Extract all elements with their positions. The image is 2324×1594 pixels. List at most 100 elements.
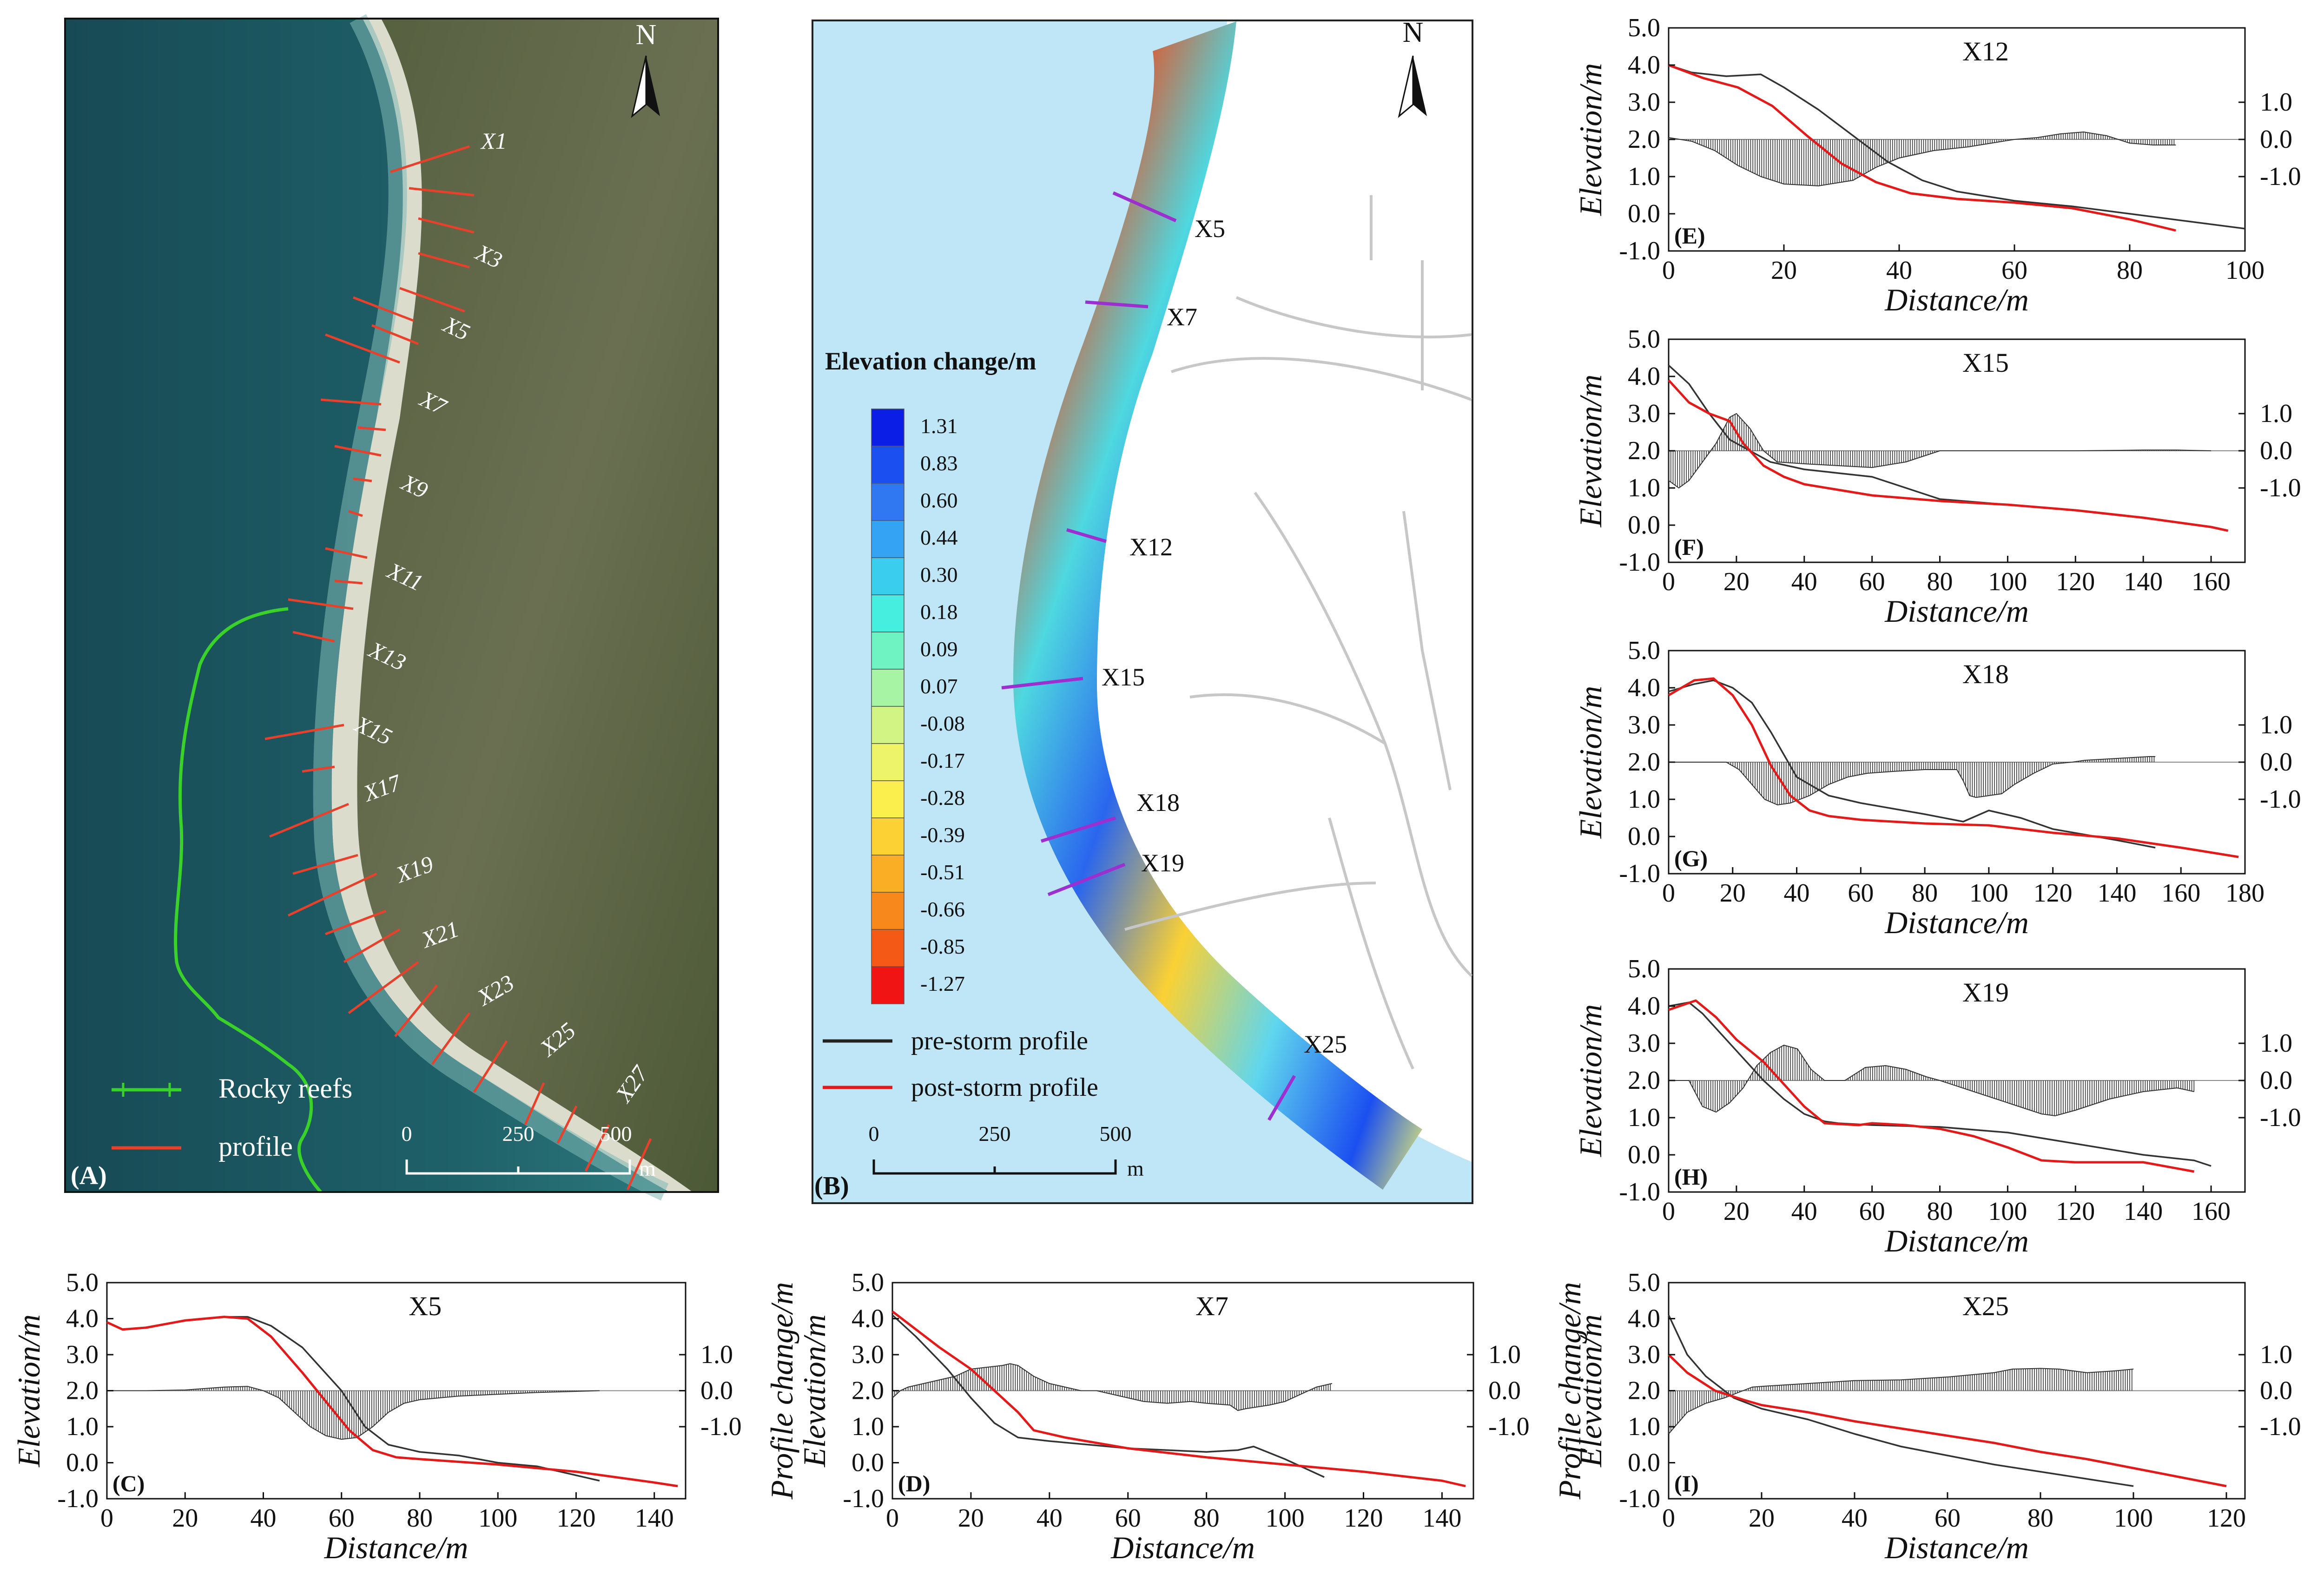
profile-line	[325, 547, 368, 559]
profile-change-outline	[1668, 1368, 2134, 1435]
map-scale-bar: 0 250 500 m	[402, 1122, 656, 1180]
x-tick-label: 40	[1037, 1504, 1063, 1533]
profile-line	[431, 1012, 471, 1065]
profile-line	[409, 187, 475, 197]
profile-line-b	[1267, 1075, 1296, 1121]
y-tick-label: 3.0	[66, 1340, 99, 1369]
color-ramp-swatch	[871, 594, 905, 632]
x-tick-label: 60	[1859, 567, 1885, 596]
post-storm-line	[891, 1311, 1466, 1488]
y-axis-label: Elevation/m	[1573, 375, 1608, 528]
x-tick-label: 40	[1842, 1504, 1868, 1533]
profile-line	[348, 961, 419, 1014]
x-tick-label: 0	[1662, 1197, 1675, 1226]
x-tick-label: 100	[1969, 879, 2008, 908]
chart-panel-label: (C)	[112, 1470, 145, 1496]
post-storm-line	[1668, 677, 2239, 858]
y2-axis-label: Profile change/m	[764, 1282, 799, 1500]
y-axis-label: Elevation/m	[797, 1314, 832, 1468]
sea-area-b	[813, 21, 1472, 1202]
y-tick-label: 0.0	[852, 1449, 884, 1477]
chart-title: X7	[1195, 1291, 1228, 1321]
y2-tick-label: -1.0	[700, 1412, 742, 1441]
post-storm-line	[1668, 64, 2176, 232]
post-storm-line	[1668, 379, 2229, 532]
chart-title: X5	[409, 1291, 442, 1321]
x-tick-label: 180	[2225, 879, 2265, 908]
y2-tick-label: 1.0	[2260, 1340, 2292, 1369]
chart-x15: 0 20 40 60 80 100 120 140 160 -1.0 0.0 1.0 2.0 3.0 4.0…	[1573, 325, 2324, 629]
chart-x5: 0 20 40 60 80 100 120 140 -1.0 0.0 1.0 2.0 3.0 4.0 5.0…	[11, 1268, 799, 1565]
profile-line	[343, 928, 401, 963]
x-tick-label: 80	[2027, 1504, 2053, 1533]
y2-tick-label: 1.0	[2260, 88, 2292, 117]
profile-line	[325, 909, 386, 935]
chart-x18: 0 20 40 60 80 100 120 140 160 180 -1.0 0.0 1.0 2.0 3.0…	[1573, 636, 2324, 940]
y-tick-label: 4.0	[1628, 51, 1660, 79]
x-tick-label: 80	[1927, 567, 1953, 596]
profile-label-b: X5	[1195, 215, 1225, 243]
profile-label-b: X15	[1102, 663, 1145, 691]
scale-tick-250: 250	[502, 1122, 535, 1146]
scale-b-tick-500: 500	[1100, 1122, 1132, 1146]
y-tick-label: 3.0	[1628, 399, 1660, 428]
chart-x25: 0 20 40 60 80 100 120 -1.0 0.0 1.0 2.0 3.0 4.0 5.0 -1.…	[1573, 1268, 2324, 1565]
x-tick-label: 20	[1749, 1504, 1775, 1533]
profile-label-b: X18	[1136, 789, 1180, 817]
y2-tick-label: -1.0	[2260, 474, 2301, 502]
x-tick-label: 140	[1422, 1504, 1461, 1533]
y-tick-label: 5.0	[1628, 1268, 1660, 1297]
y2-tick-label: 0.0	[2260, 436, 2292, 465]
x-tick-label: 40	[1886, 256, 1912, 285]
y-tick-label: 0.0	[66, 1449, 99, 1477]
y-tick-label: 0.0	[1628, 1449, 1660, 1477]
profile-change-outline	[1668, 413, 2212, 489]
profile-label: X1	[480, 128, 507, 154]
y2-tick-label: 1.0	[2260, 1029, 2292, 1058]
x-tick-label: 60	[1934, 1504, 1961, 1533]
x-axis-label: Distance/m	[1884, 1223, 2029, 1258]
line-legend: pre-storm profile post-storm profile	[823, 1027, 1098, 1102]
chart-panel-label: (E)	[1674, 223, 1705, 249]
x-tick-label: 140	[635, 1504, 674, 1533]
color-ramp-value: 0.07	[920, 674, 958, 698]
y-tick-label: 1.0	[1628, 1103, 1660, 1132]
chart-title: X15	[1962, 348, 2009, 378]
color-ramp-value: 0.09	[920, 637, 958, 661]
y-tick-label: 5.0	[1628, 636, 1660, 665]
x-tick-label: 160	[2192, 567, 2231, 596]
color-ramp-value: -0.28	[920, 786, 965, 810]
color-ramp-value: 1.31	[920, 414, 958, 438]
y2-tick-label: 1.0	[2260, 399, 2292, 428]
profile-change-outline	[107, 1386, 600, 1440]
y2-tick-label: 0.0	[700, 1377, 733, 1405]
profile-line	[584, 1124, 610, 1172]
profile-line	[292, 631, 335, 643]
post-storm-line	[1668, 999, 2195, 1173]
x-axis-label: Distance/m	[324, 1530, 469, 1565]
color-ramp-value: -0.85	[920, 935, 965, 958]
pre-storm-legend-label: pre-storm profile	[911, 1027, 1088, 1055]
y-tick-label: 1.0	[1628, 162, 1660, 191]
profile-label-b: X12	[1129, 533, 1173, 561]
profile-change-outline	[892, 1363, 1333, 1411]
post-storm-legend-label: post-storm profile	[911, 1073, 1098, 1102]
x-tick-label: 120	[1344, 1504, 1383, 1533]
profile-line-b	[1047, 863, 1126, 896]
y2-tick-label: -1.0	[2260, 1412, 2301, 1441]
profile-line	[371, 324, 419, 345]
profile-label-b: X19	[1141, 849, 1184, 877]
y2-axis-label: Profile change/m	[1552, 1282, 1587, 1500]
x-axis-label: Distance/m	[1884, 282, 2029, 317]
y2-tick-label: 1.0	[700, 1340, 733, 1369]
y-tick-label: -1.0	[1619, 1484, 1660, 1513]
chart-panel-label: (I)	[1674, 1470, 1699, 1496]
profile-line	[292, 854, 358, 875]
y2-tick-label: 0.0	[1488, 1377, 1521, 1405]
panel-b-elevation-change-map: X5 X7 X12 X15 X18 X19 X25 N Elevation change/m…	[812, 17, 1473, 1204]
x-tick-label: 120	[2207, 1504, 2246, 1533]
profile-lines	[264, 145, 652, 1191]
x-tick-label: 60	[1848, 879, 1874, 908]
x-tick-label: 40	[1791, 567, 1817, 596]
